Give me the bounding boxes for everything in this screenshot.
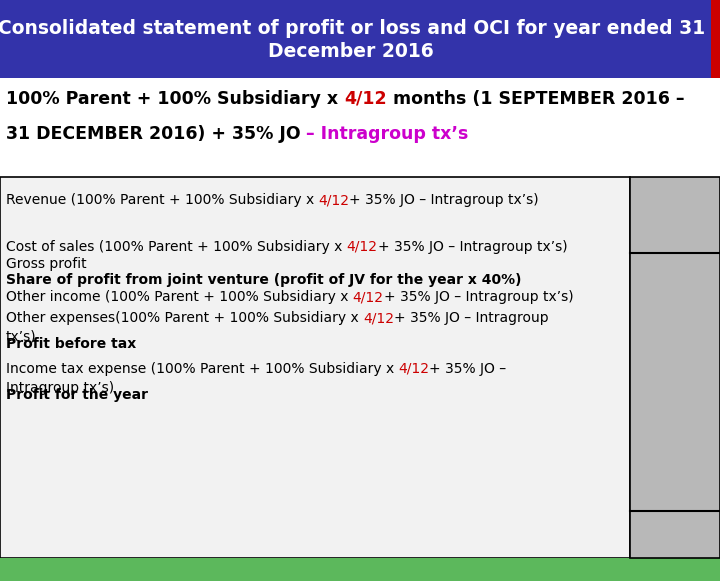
Bar <box>0 0 720 78</box>
Text: 4/12: 4/12 <box>318 193 349 207</box>
Bar <box>0 177 630 558</box>
Text: + 35% JO – Intragroup tx’s): + 35% JO – Intragroup tx’s) <box>384 290 573 304</box>
Text: + 35% JO – Intragroup tx’s): + 35% JO – Intragroup tx’s) <box>349 193 539 207</box>
Text: 4/12: 4/12 <box>398 362 429 376</box>
Bar <box>630 511 720 558</box>
Text: 4/12: 4/12 <box>353 290 384 304</box>
Text: Consolidated statement of profit or loss and OCI for year ended 31: Consolidated statement of profit or loss… <box>0 19 705 38</box>
Text: 4/12: 4/12 <box>346 240 377 254</box>
Text: Gross profit: Gross profit <box>6 257 86 271</box>
Text: Share of profit from joint venture (profit of JV for the year x 40%): Share of profit from joint venture (prof… <box>6 273 521 287</box>
Text: December 2016: December 2016 <box>269 42 434 62</box>
Text: 4/12: 4/12 <box>344 90 387 107</box>
Text: Profit for the year: Profit for the year <box>6 388 148 402</box>
Text: + 35% JO – Intragroup tx’s): + 35% JO – Intragroup tx’s) <box>377 240 567 254</box>
Text: Cost of sales (100% Parent + 100% Subsidiary x: Cost of sales (100% Parent + 100% Subsid… <box>6 240 346 254</box>
Text: Profit before tax: Profit before tax <box>6 337 136 351</box>
Bar <box>711 0 720 78</box>
Bar <box>0 558 720 581</box>
Text: 31 DECEMBER 2016) + 35% JO: 31 DECEMBER 2016) + 35% JO <box>6 125 307 142</box>
Text: Revenue (100% Parent + 100% Subsidiary x: Revenue (100% Parent + 100% Subsidiary x <box>6 193 318 207</box>
Bar <box>630 177 720 253</box>
Text: months (1 SEPTEMBER 2016 –: months (1 SEPTEMBER 2016 – <box>387 90 684 107</box>
Text: Intragroup tx’s): Intragroup tx’s) <box>6 381 114 394</box>
Text: Other expenses(100% Parent + 100% Subsidiary x: Other expenses(100% Parent + 100% Subsid… <box>6 311 363 325</box>
Bar <box>0 84 720 171</box>
Text: Income tax expense (100% Parent + 100% Subsidiary x: Income tax expense (100% Parent + 100% S… <box>6 362 398 376</box>
Text: 4/12: 4/12 <box>363 311 394 325</box>
Text: – Intragroup tx’s: – Intragroup tx’s <box>307 125 469 142</box>
Text: 100% Parent + 100% Subsidiary x: 100% Parent + 100% Subsidiary x <box>6 90 344 107</box>
Text: tx’s): tx’s) <box>6 330 37 344</box>
Bar <box>630 253 720 511</box>
Text: Other income (100% Parent + 100% Subsidiary x: Other income (100% Parent + 100% Subsidi… <box>6 290 353 304</box>
Text: + 35% JO –: + 35% JO – <box>429 362 506 376</box>
Text: + 35% JO – Intragroup: + 35% JO – Intragroup <box>394 311 549 325</box>
